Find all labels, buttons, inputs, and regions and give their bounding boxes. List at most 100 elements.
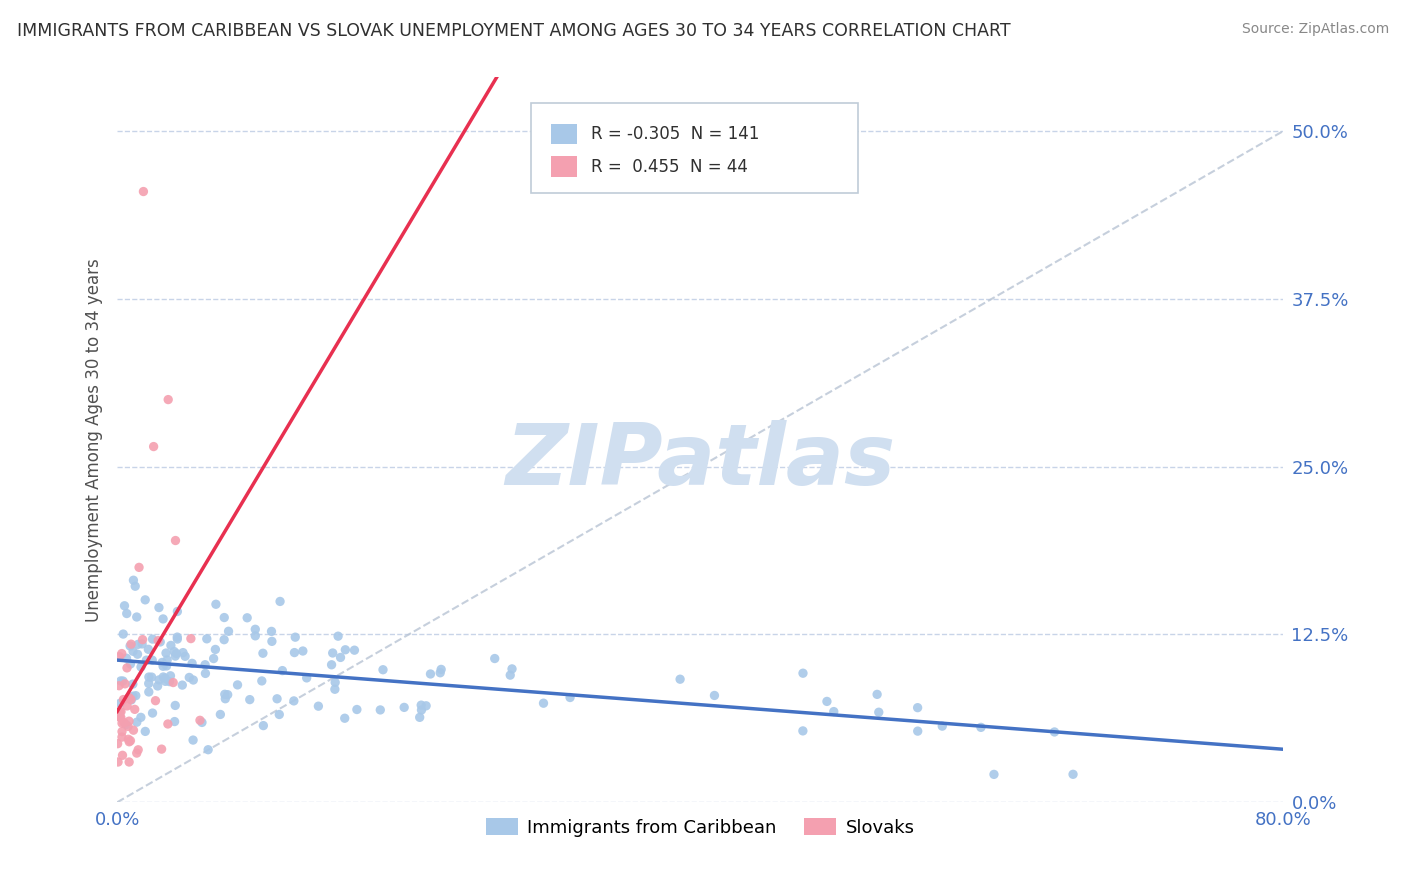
Point xyxy=(792,666,814,681)
Point xyxy=(165,649,187,664)
Point xyxy=(125,715,148,730)
Point xyxy=(252,646,274,660)
Point xyxy=(907,724,929,739)
Point xyxy=(108,679,131,693)
Point xyxy=(129,660,152,674)
Point xyxy=(132,185,155,199)
Point xyxy=(148,673,170,687)
Text: R =  0.455  N = 44: R = 0.455 N = 44 xyxy=(591,158,748,176)
Point xyxy=(180,632,202,646)
Point xyxy=(983,767,1005,781)
Point xyxy=(110,705,132,719)
Point xyxy=(110,710,132,724)
Text: R = -0.305  N = 141: R = -0.305 N = 141 xyxy=(591,125,759,143)
Point xyxy=(115,698,138,713)
Point xyxy=(124,702,146,716)
Point xyxy=(392,700,415,714)
Point xyxy=(250,673,273,688)
Text: ZIPatlas: ZIPatlas xyxy=(505,420,896,503)
Point xyxy=(155,674,177,689)
Point xyxy=(160,639,183,653)
Point xyxy=(127,637,149,651)
Point xyxy=(120,733,142,747)
Point xyxy=(165,533,187,548)
Point xyxy=(125,689,148,703)
Point xyxy=(107,737,129,751)
Point xyxy=(202,651,225,665)
Point xyxy=(138,642,160,657)
Point xyxy=(146,679,169,693)
Point xyxy=(153,671,176,685)
Point xyxy=(135,653,157,667)
Point xyxy=(163,644,186,658)
Bar xyxy=(551,124,576,145)
Point xyxy=(533,696,555,710)
Point xyxy=(194,666,217,681)
Point xyxy=(166,630,188,644)
Point xyxy=(323,675,346,690)
Point xyxy=(245,622,267,636)
Point xyxy=(194,657,217,672)
Point xyxy=(226,678,249,692)
Point xyxy=(118,690,141,705)
Point xyxy=(792,723,814,738)
Point xyxy=(1062,767,1084,781)
Point xyxy=(155,659,177,673)
Point xyxy=(118,714,141,728)
Point xyxy=(419,667,441,681)
Point xyxy=(159,674,181,689)
Point xyxy=(166,605,188,619)
Point xyxy=(122,723,145,738)
Point xyxy=(124,579,146,593)
Point xyxy=(284,630,307,644)
Point xyxy=(128,560,150,574)
Point xyxy=(181,657,204,671)
Point xyxy=(115,607,138,621)
Point xyxy=(484,651,506,665)
Point xyxy=(118,735,141,749)
Point xyxy=(179,670,201,684)
Point xyxy=(245,629,267,643)
Point xyxy=(138,670,160,684)
Point xyxy=(501,662,523,676)
Point xyxy=(212,610,235,624)
Point xyxy=(191,715,214,730)
Point xyxy=(409,710,432,724)
Point xyxy=(333,711,356,725)
Point xyxy=(145,694,167,708)
Point xyxy=(343,643,366,657)
Point xyxy=(134,724,156,739)
Point xyxy=(120,692,142,706)
Point xyxy=(107,755,129,769)
Point xyxy=(129,710,152,724)
Point xyxy=(115,717,138,731)
Point xyxy=(152,670,174,684)
Point xyxy=(174,649,197,664)
Point xyxy=(703,689,725,703)
Point xyxy=(181,733,204,747)
Point xyxy=(195,632,218,646)
Point xyxy=(120,637,142,651)
Point xyxy=(155,646,177,660)
Point xyxy=(269,707,291,722)
Point xyxy=(970,720,993,734)
Point xyxy=(430,662,453,676)
Point xyxy=(127,647,149,661)
Point xyxy=(114,599,136,613)
Point xyxy=(117,732,139,747)
Point xyxy=(197,742,219,756)
Point xyxy=(157,392,180,407)
Legend: Immigrants from Caribbean, Slovaks: Immigrants from Caribbean, Slovaks xyxy=(478,811,921,844)
Point xyxy=(218,624,240,639)
Point xyxy=(266,691,288,706)
Point xyxy=(307,699,329,714)
Point xyxy=(166,647,188,661)
Y-axis label: Unemployment Among Ages 30 to 34 years: Unemployment Among Ages 30 to 34 years xyxy=(86,258,103,622)
Point xyxy=(156,717,179,731)
Point xyxy=(156,653,179,667)
Point xyxy=(291,644,314,658)
Point xyxy=(205,597,228,611)
Point xyxy=(131,632,153,647)
Point xyxy=(346,702,368,716)
Point xyxy=(120,639,142,653)
